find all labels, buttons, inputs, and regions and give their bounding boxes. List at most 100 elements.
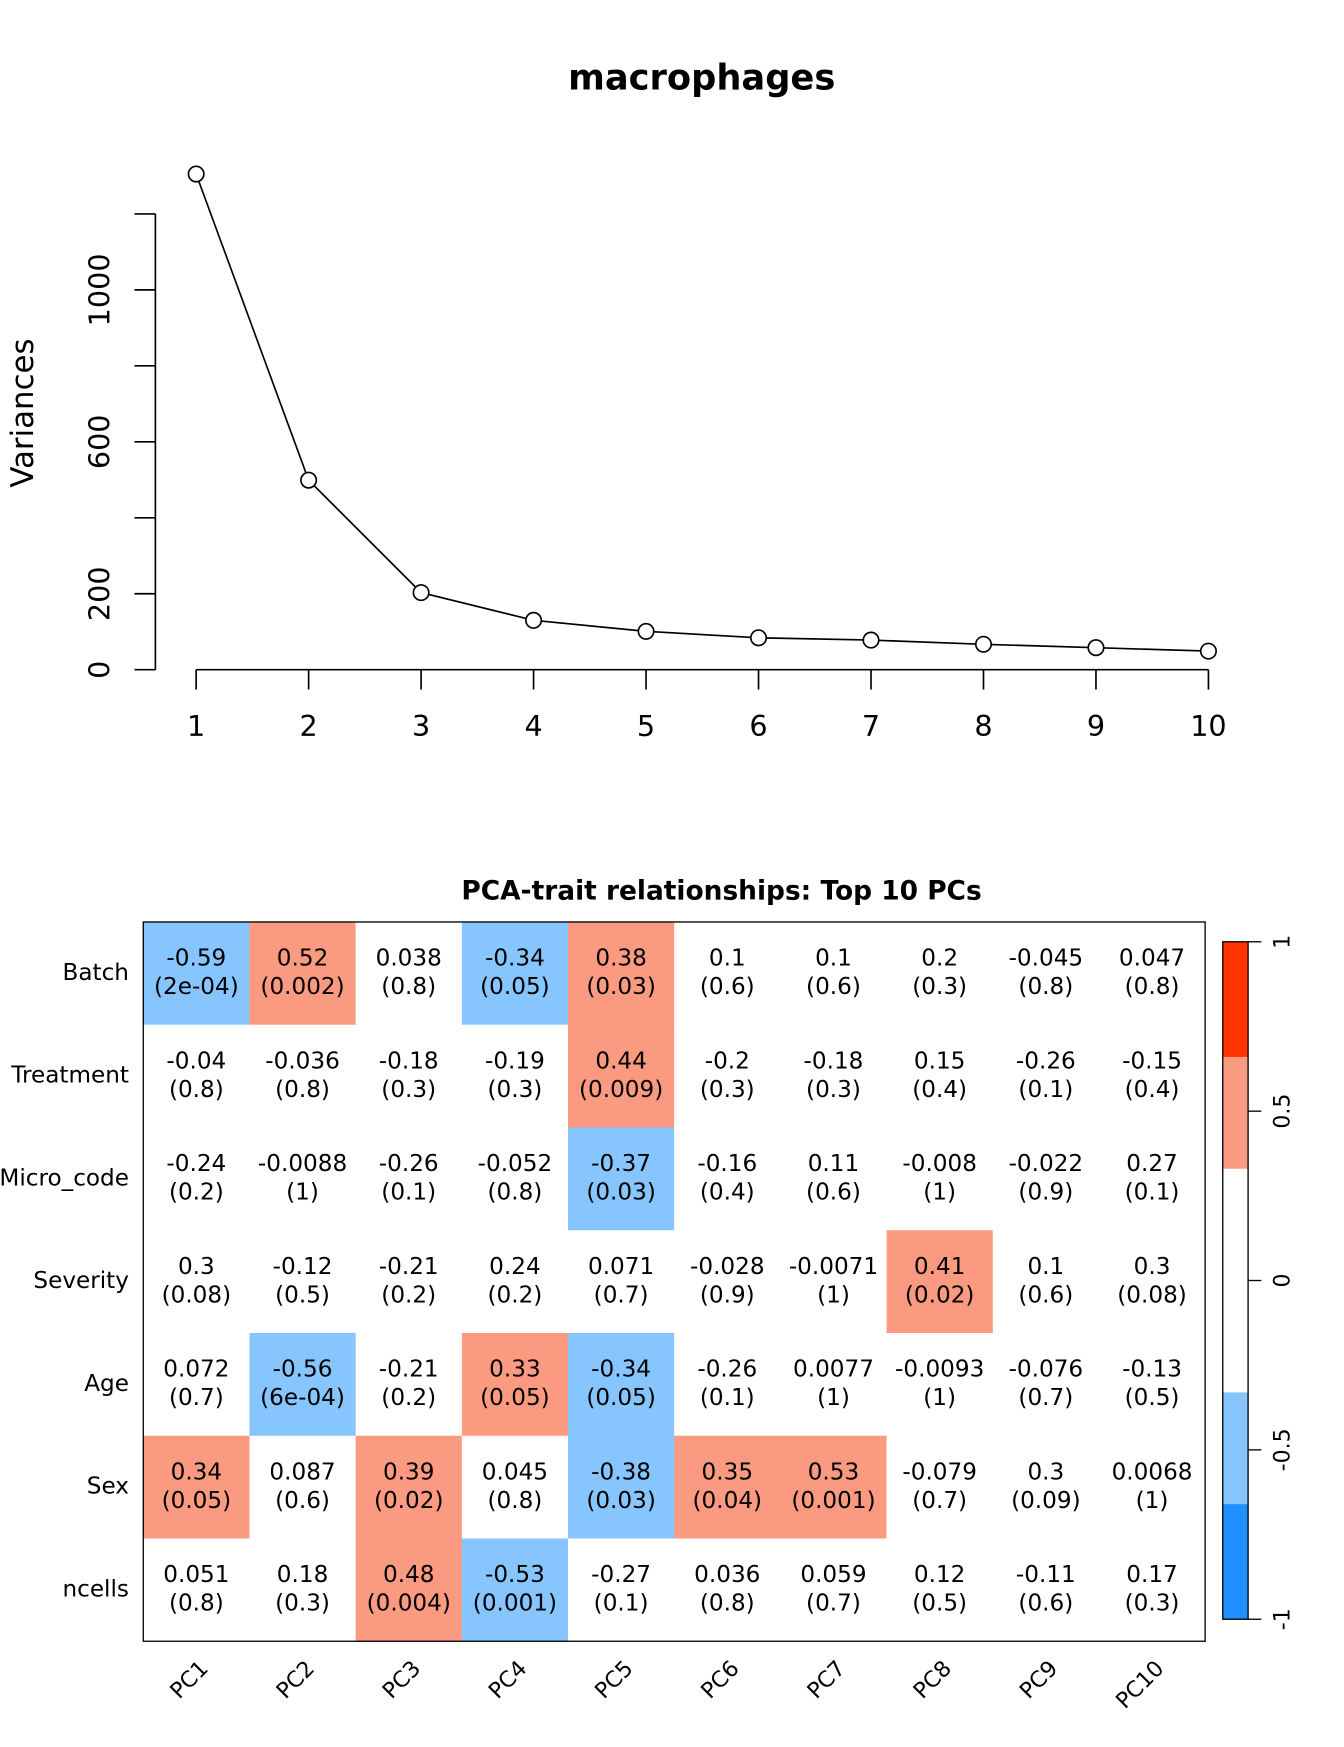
cell-value: 0.53 (808, 1459, 859, 1485)
cell-pvalue: (0.4) (1125, 1077, 1180, 1103)
cell-value: 0.18 (277, 1562, 328, 1588)
cell-value: 0.52 (277, 946, 328, 972)
x-tick-label: 10 (1190, 709, 1226, 743)
cell (249, 1024, 357, 1129)
colorbar-tick-label: 0.5 (1270, 1094, 1295, 1129)
cell (143, 1538, 251, 1642)
cell (780, 1538, 888, 1642)
cell-pvalue: (2e-04) (154, 974, 239, 1000)
cell-pvalue: (0.4) (912, 1077, 967, 1103)
cell-pvalue: (0.4) (700, 1180, 755, 1206)
cell (461, 1230, 569, 1334)
point (1087, 639, 1105, 657)
cell-value: -0.38 (591, 1459, 651, 1485)
cell-pvalue: (0.1) (594, 1591, 649, 1617)
cell-value: 0.15 (914, 1048, 965, 1074)
cell-pvalue: (0.5) (912, 1591, 967, 1617)
cell-pvalue: (0.3) (912, 974, 967, 1000)
cell (674, 1435, 781, 1540)
cell (992, 1024, 1100, 1129)
cell-pvalue: (0.02) (374, 1488, 444, 1514)
cell-value: 0.036 (694, 1562, 760, 1588)
column-label: PC5 (591, 1656, 639, 1704)
cell-value: -0.079 (902, 1459, 977, 1485)
cell (886, 1127, 994, 1231)
cell-value: -0.13 (1122, 1357, 1182, 1383)
row-label: Sex (87, 1474, 129, 1500)
cell-value: -0.022 (1009, 1151, 1084, 1177)
cell (143, 1435, 251, 1540)
cell (992, 921, 1100, 1026)
cell (249, 1435, 357, 1540)
cell-value: -0.37 (591, 1151, 651, 1177)
cell-pvalue: (1) (923, 1180, 956, 1206)
y-tick-label: 200 (82, 566, 116, 621)
cell (886, 1024, 994, 1129)
point (749, 629, 768, 647)
cell-value: 0.38 (595, 946, 647, 972)
cell-pvalue: (0.05) (480, 1385, 550, 1411)
point (525, 611, 543, 629)
column-label: PC6 (697, 1656, 745, 1704)
cell-pvalue: (1) (1136, 1488, 1169, 1514)
cell-value: -0.15 (1122, 1048, 1182, 1074)
cell-value: 0.1 (709, 946, 746, 972)
cell-pvalue: (0.3) (700, 1077, 755, 1103)
cell-pvalue: (0.8) (169, 1077, 224, 1103)
cell (780, 1230, 888, 1334)
row-label: Severity (33, 1268, 129, 1294)
cell-pvalue: (0.9) (1018, 1180, 1073, 1206)
cell-value: -0.19 (485, 1048, 545, 1074)
heatmap-frame (142, 921, 1206, 1642)
x-tick-label: 3 (412, 709, 430, 743)
cell-value: -0.26 (697, 1357, 757, 1383)
point (412, 584, 430, 602)
colorbar-segment (1222, 1168, 1249, 1393)
cell (1098, 1024, 1206, 1129)
cell (568, 921, 675, 1026)
cell (1098, 921, 1206, 1026)
cell-value: -0.12 (273, 1254, 333, 1280)
cell (886, 1435, 994, 1540)
cell-pvalue: (0.8) (488, 1180, 543, 1206)
x-tick-label: 5 (637, 709, 655, 743)
cell (143, 1332, 251, 1437)
cell-value: -0.18 (379, 1048, 439, 1074)
cell-pvalue: (0.3) (1125, 1591, 1180, 1617)
cell-pvalue: (0.3) (806, 1077, 861, 1103)
cell-value: 0.045 (482, 1459, 548, 1485)
cell-value: 0.41 (914, 1254, 965, 1280)
y-axis-label: Variances (5, 338, 41, 487)
cell (461, 1332, 569, 1437)
cell-value: 0.2 (921, 946, 958, 972)
cell (355, 1332, 463, 1437)
cell-value: -0.045 (1009, 946, 1084, 972)
cell-value: -0.34 (485, 946, 545, 972)
point (862, 631, 880, 649)
x-tick-label: 2 (300, 709, 318, 743)
cell-pvalue: (0.08) (162, 1282, 232, 1308)
row-label: Micro_code (0, 1165, 129, 1191)
cell (143, 921, 251, 1026)
colorbar-tick-label: 1 (1270, 935, 1295, 949)
cell-value: 0.3 (1027, 1459, 1064, 1485)
cell-value: -0.052 (478, 1151, 553, 1177)
colorbar-segment (1222, 941, 1249, 1057)
cell-value: -0.59 (166, 946, 226, 972)
row-label: Treatment (10, 1063, 129, 1089)
cell-pvalue: (0.05) (586, 1385, 656, 1411)
cell-value: -0.0088 (258, 1151, 347, 1177)
cell (992, 1332, 1100, 1437)
row-label: ncells (62, 1576, 128, 1602)
cell (1098, 1127, 1206, 1231)
cell-pvalue: (0.7) (806, 1591, 861, 1617)
x-tick-label: 8 (974, 709, 992, 743)
column-label: PC10 (1112, 1656, 1170, 1714)
cell (1098, 1435, 1206, 1540)
heatmap-title: PCA-trait relationships: Top 10 PCs (461, 876, 981, 907)
cell (249, 1230, 357, 1334)
cell-pvalue: (0.001) (473, 1591, 557, 1617)
cell-pvalue: (0.002) (260, 974, 344, 1000)
